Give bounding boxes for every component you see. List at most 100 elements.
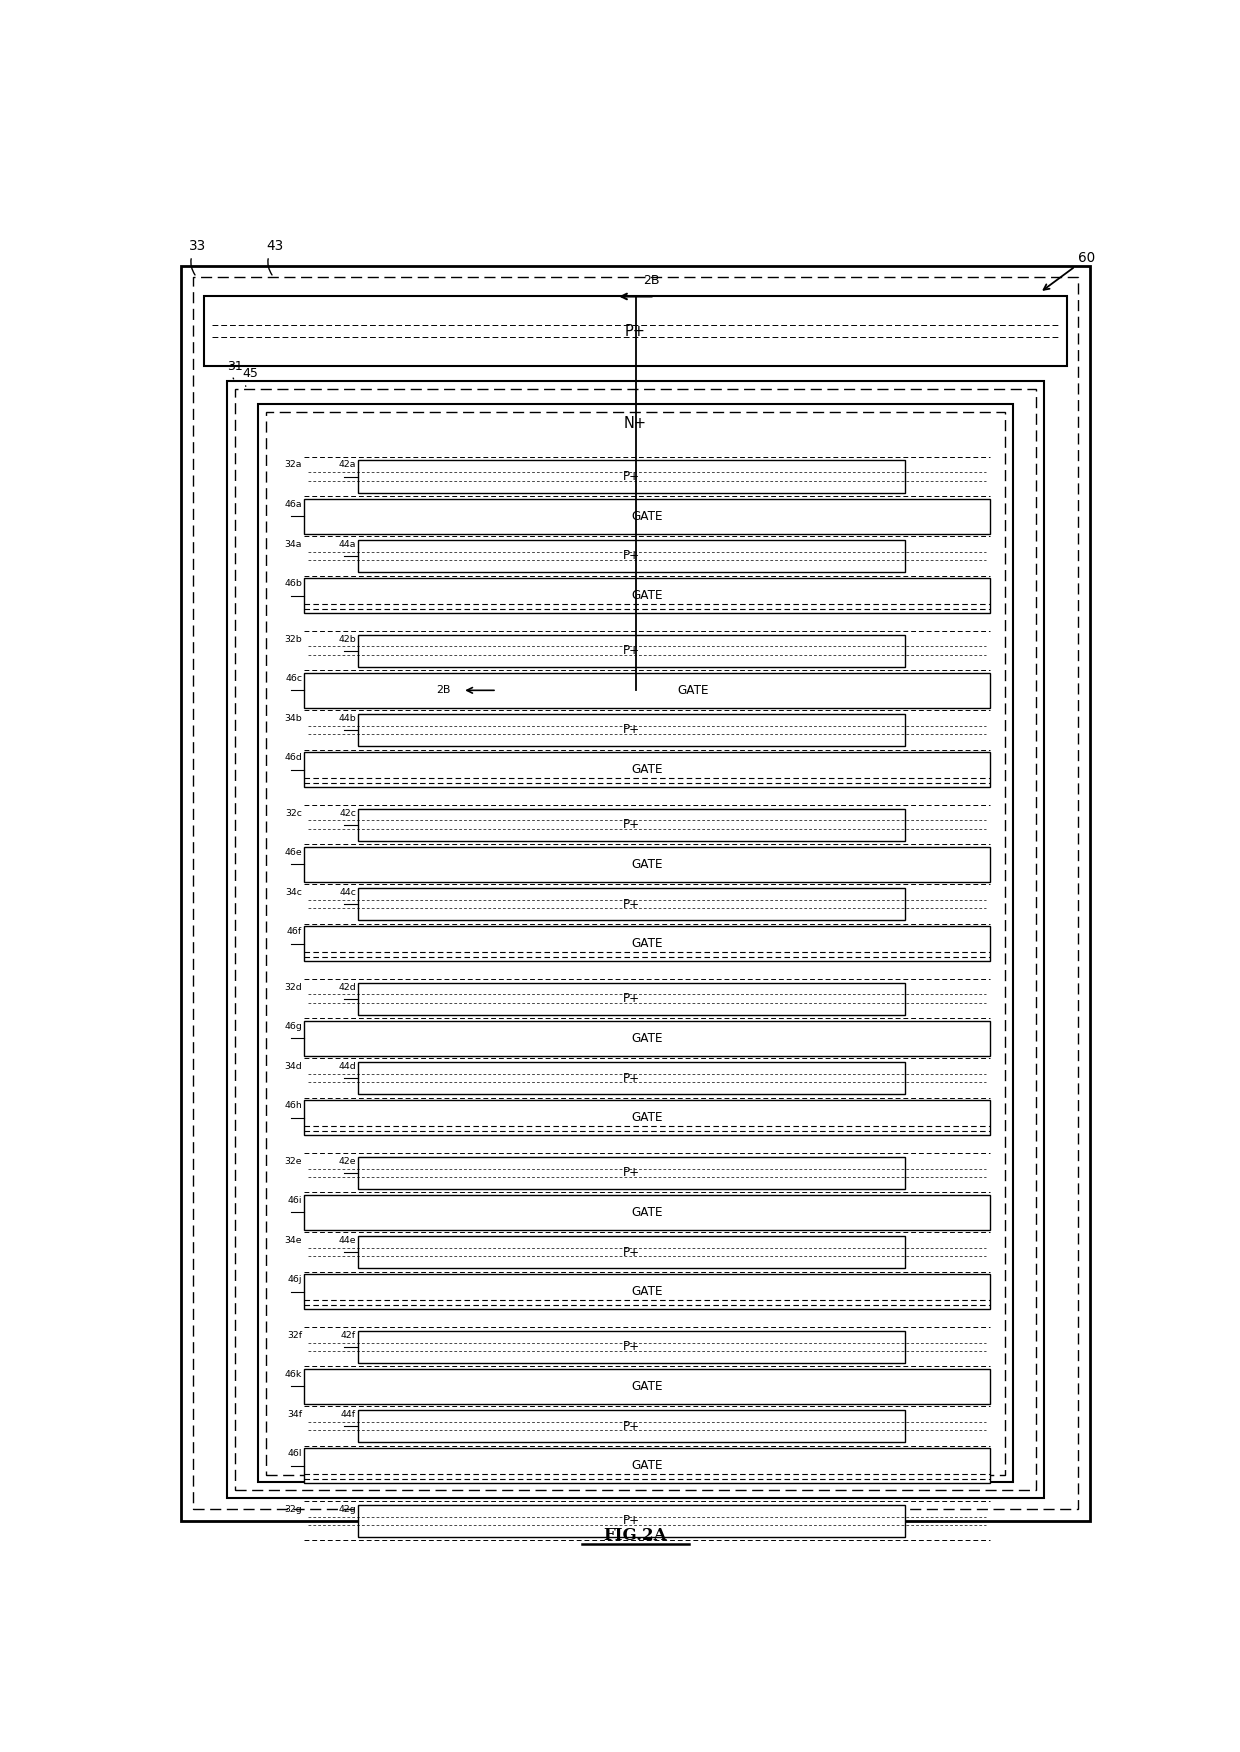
Text: P+: P+	[622, 897, 640, 911]
Text: FIG.2A: FIG.2A	[604, 1528, 667, 1544]
Bar	[304, 1368, 990, 1403]
Text: P+: P+	[622, 1340, 640, 1353]
Bar	[358, 634, 905, 668]
Text: 60: 60	[1044, 251, 1095, 289]
Text: 32d: 32d	[284, 983, 303, 992]
Bar	[304, 1274, 990, 1309]
Bar	[358, 808, 905, 841]
Text: 46f: 46f	[286, 927, 303, 936]
Text: 46g: 46g	[284, 1021, 303, 1030]
Text: P+: P+	[622, 1072, 640, 1084]
Bar	[358, 1156, 905, 1190]
Text: P+: P+	[622, 818, 640, 830]
Text: 46l: 46l	[288, 1449, 303, 1458]
Text: 46d: 46d	[284, 753, 303, 762]
Text: 32b: 32b	[284, 634, 303, 643]
Text: 34f: 34f	[286, 1410, 303, 1419]
Text: 42g: 42g	[339, 1505, 356, 1514]
Text: 42a: 42a	[339, 461, 356, 470]
Text: GATE: GATE	[631, 1032, 663, 1044]
Text: 34b: 34b	[284, 713, 303, 724]
Text: 34d: 34d	[284, 1062, 303, 1070]
Text: 32e: 32e	[285, 1156, 303, 1165]
Text: 46h: 46h	[284, 1100, 303, 1111]
Bar	[304, 927, 990, 962]
Bar	[358, 1505, 905, 1537]
Bar	[205, 296, 1066, 366]
Bar	[358, 1062, 905, 1095]
Bar	[358, 983, 905, 1014]
Bar	[358, 888, 905, 920]
Bar	[304, 1021, 990, 1056]
Text: P+: P+	[622, 1419, 640, 1433]
Bar	[258, 405, 1013, 1482]
Text: GATE: GATE	[631, 1459, 663, 1472]
Text: 46a: 46a	[284, 499, 303, 508]
Text: GATE: GATE	[631, 1286, 663, 1298]
Bar	[358, 1330, 905, 1363]
Bar	[304, 1449, 990, 1482]
Text: 2B: 2B	[436, 685, 450, 696]
Text: 34c: 34c	[285, 888, 303, 897]
Bar	[265, 412, 1006, 1475]
Text: 34e: 34e	[285, 1235, 303, 1246]
Text: 32f: 32f	[286, 1330, 303, 1340]
Text: P+: P+	[622, 724, 640, 736]
Bar	[358, 1410, 905, 1442]
Text: 2B: 2B	[644, 275, 660, 287]
Text: 44b: 44b	[339, 713, 356, 724]
Bar	[304, 1195, 990, 1230]
Text: 46b: 46b	[284, 580, 303, 589]
Text: GATE: GATE	[677, 683, 709, 697]
Bar	[236, 389, 1035, 1489]
Text: P+: P+	[625, 324, 646, 338]
Text: P+: P+	[622, 470, 640, 484]
Text: 32g: 32g	[284, 1505, 303, 1514]
Text: 32a: 32a	[285, 461, 303, 470]
Text: 43: 43	[265, 240, 283, 275]
Text: GATE: GATE	[631, 858, 663, 871]
Bar	[227, 382, 1044, 1498]
Text: GATE: GATE	[631, 589, 663, 603]
Bar	[304, 846, 990, 881]
Text: 46i: 46i	[288, 1197, 303, 1205]
Text: GATE: GATE	[631, 937, 663, 950]
Text: 42d: 42d	[339, 983, 356, 992]
Text: 44c: 44c	[339, 888, 356, 897]
Text: P+: P+	[622, 550, 640, 562]
Text: 46e: 46e	[284, 848, 303, 857]
Bar	[358, 1235, 905, 1268]
Text: P+: P+	[622, 1514, 640, 1528]
Bar	[304, 673, 990, 708]
Text: 42c: 42c	[339, 808, 356, 818]
Text: 44f: 44f	[341, 1410, 356, 1419]
Bar	[304, 578, 990, 613]
Text: GATE: GATE	[631, 1381, 663, 1393]
Text: P+: P+	[622, 1167, 640, 1179]
Bar	[358, 713, 905, 746]
Text: 32c: 32c	[285, 808, 303, 818]
Text: 44a: 44a	[339, 540, 356, 548]
Text: 44e: 44e	[339, 1235, 356, 1246]
Text: GATE: GATE	[631, 1111, 663, 1125]
Bar	[304, 1100, 990, 1135]
Text: 46k: 46k	[285, 1370, 303, 1379]
Text: P+: P+	[622, 992, 640, 1006]
Text: 42b: 42b	[339, 634, 356, 643]
Text: 46c: 46c	[285, 675, 303, 683]
Text: GATE: GATE	[631, 764, 663, 776]
Text: GATE: GATE	[631, 1205, 663, 1219]
Text: P+: P+	[622, 645, 640, 657]
Bar	[358, 540, 905, 573]
Text: N+: N+	[624, 415, 647, 431]
Text: 44d: 44d	[339, 1062, 356, 1070]
Text: 42f: 42f	[341, 1330, 356, 1340]
Text: 46j: 46j	[288, 1275, 303, 1284]
Text: GATE: GATE	[631, 510, 663, 522]
Bar	[358, 461, 905, 492]
Bar	[304, 752, 990, 787]
Text: 31: 31	[227, 359, 243, 378]
Bar	[304, 499, 990, 534]
Text: 34a: 34a	[285, 540, 303, 548]
Text: 42e: 42e	[339, 1156, 356, 1165]
